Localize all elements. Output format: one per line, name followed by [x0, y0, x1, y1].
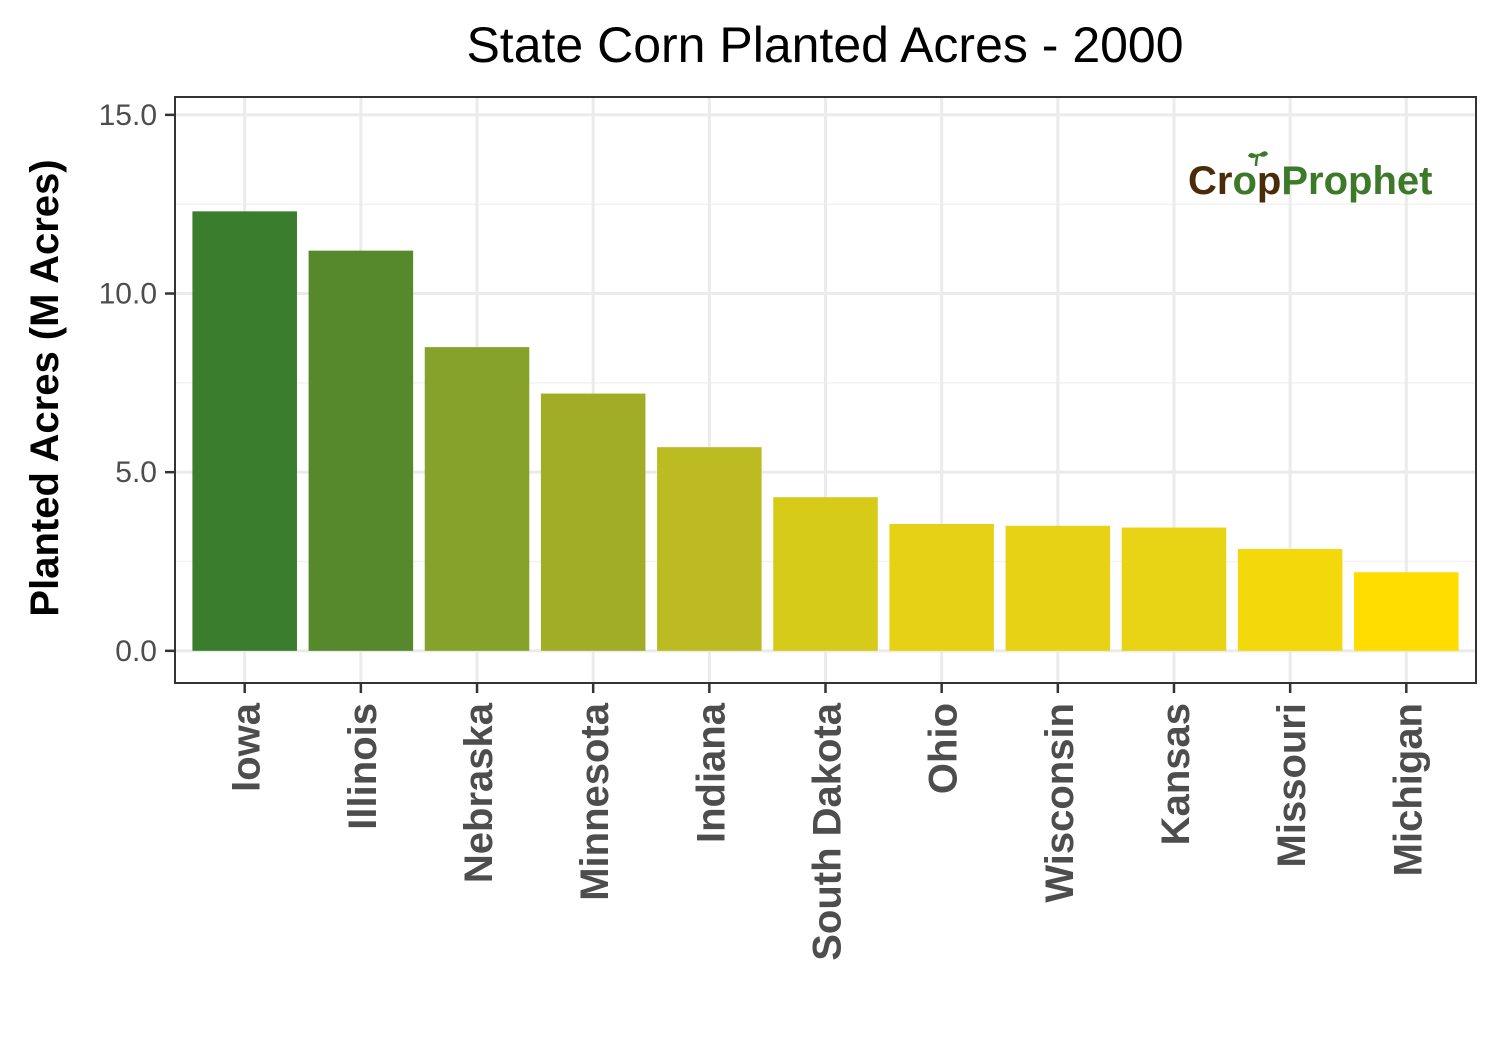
x-tick-label: Indiana [689, 702, 733, 843]
x-tick-label: Missouri [1270, 703, 1314, 867]
bar-wisconsin [1005, 525, 1111, 651]
bar-minnesota [540, 393, 646, 651]
bars [192, 211, 1459, 651]
x-tick-label: Ohio [922, 703, 966, 794]
logo-crop-text: Cr [1188, 159, 1232, 203]
bar-ohio [889, 523, 994, 651]
x-tick-label: Nebraska [457, 702, 501, 883]
x-tick-label: Illinois [341, 703, 385, 830]
bar-nebraska [424, 347, 530, 651]
bar-kansas [1121, 527, 1227, 651]
y-axis-ticks: 0.0 5.0 10.0 15.0 [99, 99, 175, 668]
x-tick-label: Kansas [1154, 703, 1198, 845]
bar-iowa [192, 211, 297, 651]
bar-illinois [308, 250, 414, 651]
bar-missouri [1237, 549, 1343, 651]
logo-prophet-text: Prophet [1281, 159, 1432, 203]
x-tick-label: South Dakota [806, 702, 850, 961]
cropprophet-logo: CropProphet [1188, 151, 1432, 203]
svg-text:CropProphet: CropProphet [1188, 159, 1432, 203]
x-tick-label: Michigan [1386, 703, 1430, 876]
bar-south-dakota [773, 497, 878, 651]
logo-p-text: p [1257, 159, 1281, 203]
y-tick-label: 10.0 [99, 278, 157, 311]
x-tick-label: Minnesota [573, 702, 617, 901]
bar-indiana [657, 447, 762, 651]
plot-panel-border [174, 96, 1477, 684]
bar-michigan [1354, 572, 1459, 651]
x-tick-label: Wisconsin [1038, 703, 1082, 903]
y-tick-label: 5.0 [115, 456, 157, 489]
y-axis-label: Planted Acres (M Acres) [23, 159, 67, 616]
logo-o-text: o [1232, 159, 1256, 203]
y-tick-label: 15.0 [99, 99, 157, 132]
x-tick-label: Iowa [225, 702, 269, 792]
x-axis-ticks: Iowa Illinois Nebraska Minnesota Indiana Sout… [225, 683, 1430, 961]
chart-title: State Corn Planted Acres - 2000 [466, 17, 1183, 73]
y-tick-label: 0.0 [115, 635, 157, 668]
logo-sprout-icon [1248, 151, 1268, 167]
